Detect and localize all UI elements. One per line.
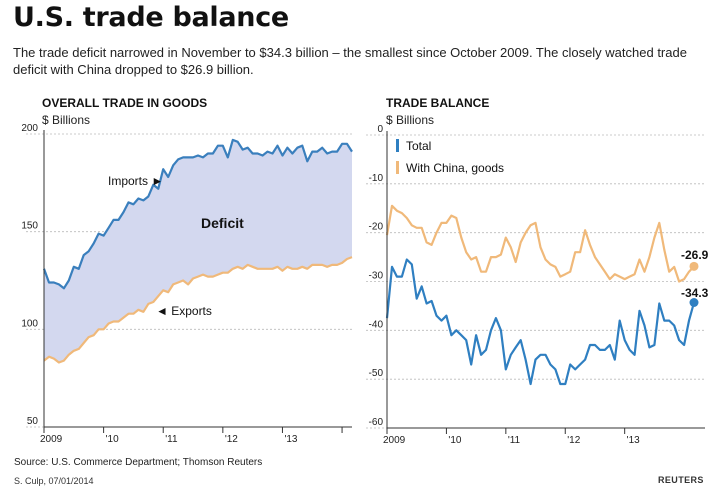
left-ytick-label: 50 (27, 416, 39, 427)
source-note: Source: U.S. Commerce Department; Thomso… (14, 457, 263, 468)
right-ytick-label: -50 (369, 368, 384, 379)
page-subtitle: The trade deficit narrowed in November t… (13, 45, 687, 77)
legend-china-label: With China, goods (406, 161, 504, 175)
right-ytick-label: -60 (369, 417, 384, 428)
left-chart-unit: $ Billions (42, 113, 90, 127)
right-xtick-label: '11 (508, 435, 521, 446)
right-xtick-label: '13 (627, 435, 640, 446)
legend-china-marker (396, 161, 399, 174)
total-end-label: -34.3 (681, 286, 709, 300)
credit-note: S. Culp, 07/01/2014 (14, 476, 94, 486)
right-ytick-label: -30 (369, 271, 384, 282)
right-chart-title: TRADE BALANCE (386, 96, 489, 110)
left-chart-title: OVERALL TRADE IN GOODS (42, 96, 207, 110)
imports-annotation: Imports ► (108, 174, 163, 188)
left-xtick-label: '11 (165, 434, 178, 445)
right-ytick-label: -10 (369, 173, 384, 184)
right-chart-unit: $ Billions (386, 113, 434, 127)
right-xtick-label: 2009 (383, 435, 406, 446)
china-line (385, 204, 695, 283)
right-ytick-label: 0 (377, 124, 383, 135)
exports-annotation: ◄ Exports (156, 304, 212, 318)
left-ytick-label: 150 (21, 221, 38, 232)
right-xtick-label: '12 (567, 435, 580, 446)
left-xtick-label: '12 (225, 434, 238, 445)
reuters-logo: REUTERS (658, 475, 704, 485)
china-end-label: -26.9 (681, 248, 709, 262)
china-end-point (689, 261, 699, 271)
left-xtick-label: '10 (106, 434, 119, 445)
legend-total-marker (396, 139, 399, 152)
exports-line (43, 256, 353, 364)
right-chart: TRADE BALANCE $ Billions 0 -10 -20 -30 -40 -5… (366, 96, 709, 446)
left-ytick-label: 100 (21, 318, 38, 329)
deficit-annotation: Deficit (201, 215, 244, 231)
total-end-point (689, 297, 699, 307)
imports-line (42, 138, 353, 290)
right-ytick-label: -20 (369, 222, 384, 233)
left-ytick-label: 200 (21, 123, 38, 134)
deficit-area (44, 139, 352, 363)
right-ytick-label: -40 (369, 319, 384, 330)
total-line (385, 258, 696, 386)
left-xtick-label: '13 (284, 434, 297, 445)
legend-total-label: Total (406, 139, 431, 153)
left-chart: OVERALL TRADE IN GOODS $ Billions 50 100 1… (21, 96, 353, 445)
page-title: U.S. trade balance (13, 2, 289, 33)
left-xtick-label: 2009 (40, 434, 63, 445)
right-xtick-label: '10 (448, 435, 461, 446)
